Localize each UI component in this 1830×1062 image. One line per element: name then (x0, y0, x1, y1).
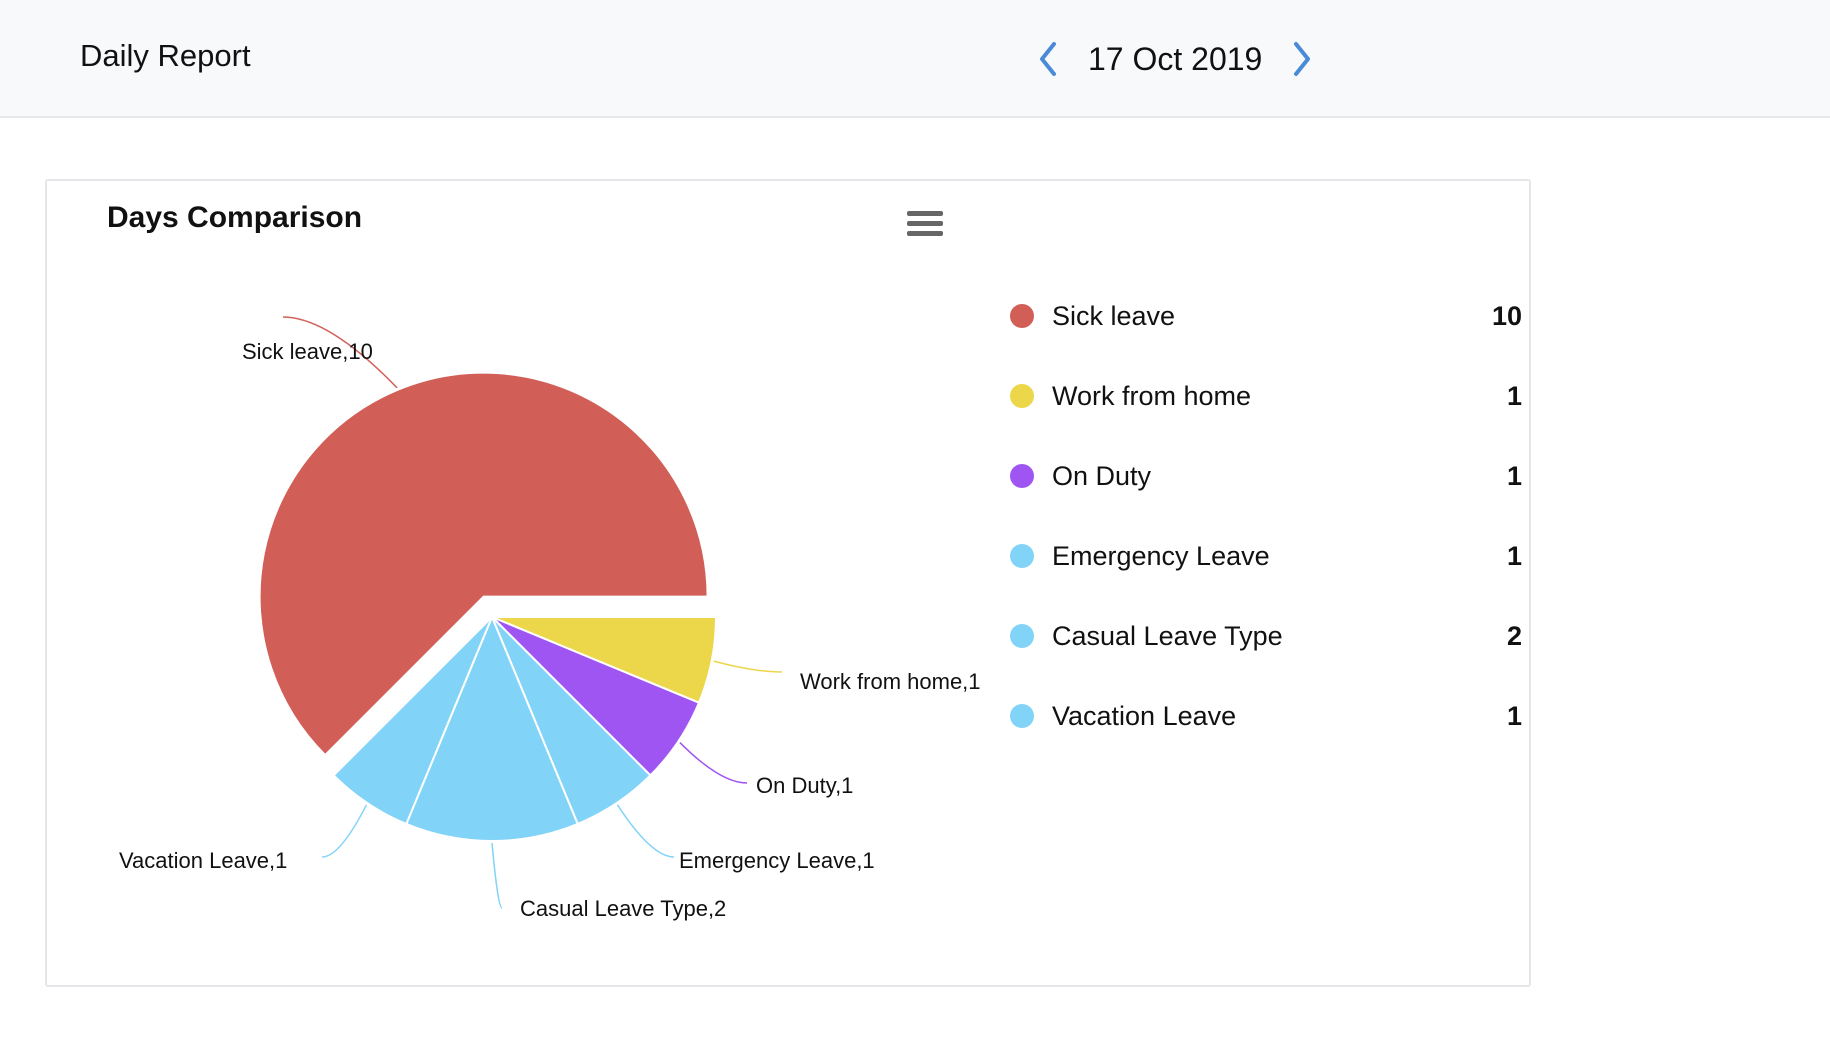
days-comparison-card: Days Comparison Sick leave,10 Work from h… (45, 179, 1531, 987)
legend-value: 1 (1506, 380, 1522, 411)
legend-item[interactable]: Vacation Leave 1 (1010, 696, 1522, 736)
top-bar: Daily Report 17 Oct 2019 (0, 0, 1830, 118)
hamburger-icon (907, 211, 943, 216)
legend-dot-icon (1010, 544, 1034, 568)
chevron-left-icon (1040, 42, 1056, 76)
page-title: Daily Report (80, 38, 251, 73)
leader-line (321, 804, 368, 858)
next-day-button[interactable] (1284, 37, 1320, 81)
pie-slice-sick-leave[interactable] (258, 371, 709, 757)
data-label: Vacation Leave,1 (119, 848, 288, 873)
legend-dot-icon (1010, 624, 1034, 648)
legend-label: Casual Leave Type (1052, 620, 1283, 651)
legend-dot-icon (1010, 704, 1034, 728)
data-label: Emergency Leave,1 (679, 848, 875, 873)
pie-chart (258, 316, 783, 909)
legend-label: Vacation Leave (1052, 700, 1237, 731)
data-label: Work from home,1 (800, 669, 981, 694)
legend-item[interactable]: On Duty 1 (1010, 456, 1522, 496)
legend-value: 10 (1491, 300, 1522, 331)
chart-title: Days Comparison (107, 201, 363, 234)
date-navigator: 17 Oct 2019 (1030, 34, 1320, 84)
legend-value: 1 (1506, 700, 1522, 731)
pie-slice-casual-leave-type[interactable] (404, 614, 580, 842)
legend-value: 2 (1506, 620, 1522, 651)
pie-slice-vacation-leave[interactable] (332, 616, 493, 826)
data-label: Sick leave,10 (242, 339, 373, 364)
legend-dot-icon (1010, 304, 1034, 328)
legend-label: Emergency Leave (1052, 540, 1270, 571)
legend-value: 1 (1506, 540, 1522, 571)
hamburger-icon-bar (907, 231, 943, 236)
legend-dot-icon (1010, 384, 1034, 408)
legend-item[interactable]: Emergency Leave 1 (1010, 536, 1522, 576)
current-date: 17 Oct 2019 (1088, 40, 1263, 77)
legend-label: Sick leave (1052, 300, 1176, 331)
data-label: Casual Leave Type,2 (520, 896, 727, 921)
legend-item[interactable]: Work from home 1 (1010, 376, 1522, 416)
chevron-right-icon (1294, 42, 1311, 76)
leader-line (282, 316, 398, 389)
legend-label: On Duty (1052, 460, 1152, 491)
data-label: On Duty,1 (756, 773, 854, 798)
previous-day-button[interactable] (1030, 37, 1066, 81)
leader-line (491, 842, 503, 909)
legend-dot-icon (1010, 464, 1034, 488)
legend-label: Work from home (1052, 380, 1252, 411)
legend-item[interactable]: Casual Leave Type 2 (1010, 616, 1522, 656)
leader-line (616, 804, 675, 858)
hamburger-icon-bar (907, 221, 943, 226)
legend-value: 1 (1506, 460, 1522, 491)
legend-item[interactable]: Sick leave 10 (1010, 296, 1522, 336)
leader-line (713, 660, 783, 673)
chart-menu-button[interactable] (907, 211, 943, 241)
leader-line (679, 742, 748, 784)
